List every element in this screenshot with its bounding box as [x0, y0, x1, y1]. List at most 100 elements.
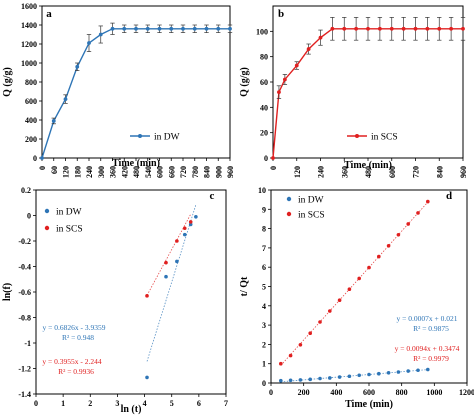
- data-point: [182, 226, 187, 231]
- x-tick-label: 5: [170, 399, 174, 408]
- x-tick-label: 360: [109, 166, 118, 178]
- x-tick-label: 600: [363, 388, 375, 397]
- x-tick-label: 0: [34, 399, 38, 408]
- data-point: [318, 376, 322, 381]
- data-point: [308, 377, 312, 382]
- chart-b-svg: 0 20 40 60 80 100 0 120 240 360 480 600 720 840 960 Tim…: [239, 5, 468, 178]
- x-tick-label: 120: [62, 166, 71, 178]
- x-tick-label: 800: [396, 388, 408, 397]
- data-point: [175, 239, 179, 243]
- y-tick-label: 7: [262, 244, 266, 253]
- data-point: [145, 26, 150, 31]
- x-tick-label: 60: [50, 166, 59, 174]
- trend-r-squared: R² = 0.9979: [413, 354, 449, 363]
- y-tick-label: -1.4: [18, 390, 31, 399]
- x-tick-label: 840: [435, 166, 444, 178]
- data-point: [279, 361, 283, 366]
- legend-marker: [286, 211, 292, 217]
- data-point: [87, 41, 91, 45]
- data-point: [145, 294, 149, 298]
- x-tick-label: 300: [97, 166, 106, 178]
- legend-label: in DW: [298, 196, 324, 206]
- data-point: [318, 35, 323, 40]
- x-tick-label: 2: [88, 399, 92, 408]
- data-point: [228, 26, 232, 31]
- data-point: [377, 254, 381, 259]
- x-tick-label: 1200: [459, 388, 474, 397]
- series-line: [272, 28, 463, 159]
- y-tick-label: 60: [260, 78, 268, 87]
- data-point: [122, 26, 127, 31]
- data-point: [328, 309, 332, 313]
- data-point: [279, 378, 283, 383]
- y-tick-label: 1400: [21, 21, 37, 30]
- y-axis-label: Q (g/g): [2, 67, 13, 97]
- x-tick-label: 6: [197, 399, 201, 408]
- x-tick-label: 200: [298, 388, 310, 397]
- x-tick-label: 240: [85, 166, 94, 178]
- data-point: [449, 26, 454, 31]
- y-tick-label: 3: [262, 321, 266, 330]
- data-point: [51, 119, 56, 123]
- y-tick-label: 40: [260, 103, 268, 112]
- data-point: [145, 375, 149, 380]
- x-axis-label: Time (min): [112, 158, 160, 169]
- data-point: [386, 243, 391, 248]
- x-tick-label: 540: [144, 166, 153, 178]
- data-point: [98, 32, 103, 37]
- y-tick-label: 0: [27, 212, 31, 221]
- data-point: [461, 26, 465, 31]
- y-tick-label: 1200: [21, 40, 37, 49]
- x-tick-label: 780: [191, 166, 200, 178]
- data-point: [188, 220, 193, 224]
- y-tick-label: 1600: [21, 2, 37, 11]
- y-tick-label: -0.8: [18, 314, 31, 323]
- data-point: [337, 375, 342, 379]
- x-tick-label: 4: [143, 399, 147, 408]
- y-tick-label: 8: [262, 225, 266, 234]
- data-point: [298, 342, 303, 347]
- data-point: [416, 368, 420, 373]
- y-tick-label: 0: [33, 154, 37, 163]
- x-tick-label: 180: [73, 166, 82, 178]
- data-point: [354, 26, 359, 31]
- data-point: [425, 26, 430, 31]
- data-point: [110, 26, 115, 31]
- trend-r-squared: R² = 0.948: [62, 333, 94, 342]
- y-tick-label: 100: [256, 27, 268, 36]
- y-tick-label: -0.4: [18, 263, 31, 272]
- data-point: [377, 26, 382, 31]
- y-tick-label: 20: [260, 129, 268, 138]
- x-axis-label: Time (min): [344, 160, 392, 171]
- data-point: [192, 26, 197, 31]
- data-point: [367, 372, 371, 377]
- trendline: [280, 201, 429, 366]
- data-point: [164, 260, 168, 265]
- y-tick-label: 6: [262, 263, 266, 272]
- data-point: [357, 276, 361, 281]
- series-line: [41, 28, 230, 159]
- data-point: [288, 378, 293, 383]
- legend-marker: [138, 134, 142, 138]
- x-axis-label: Time (min): [345, 399, 393, 410]
- x-tick-label: 600: [388, 166, 397, 178]
- data-point: [377, 371, 381, 376]
- y-tick-label: 1000: [21, 59, 37, 68]
- x-tick-label: 480: [132, 166, 141, 178]
- trend-equation: y = 0.0094x + 0.3474: [395, 344, 460, 353]
- data-point: [396, 232, 401, 237]
- x-tick-label: 0: [269, 166, 278, 170]
- data-point: [75, 64, 80, 69]
- data-point: [169, 26, 174, 31]
- data-point: [328, 376, 332, 380]
- data-point: [342, 26, 347, 31]
- trend-equation: y = 0.0007x + 0.021: [397, 314, 458, 323]
- chart-d-svg: 0 1 2 3 4 5 6 7 8 9 10 0 200 400 600 800 1000 1200 Time (m…: [239, 186, 474, 410]
- data-point: [347, 287, 352, 292]
- panel-letter: a: [46, 8, 52, 20]
- chart-b: 0 20 40 60 80 100 0 120 240 360 480 600 720 840 960 Tim…: [237, 0, 474, 185]
- data-point: [413, 26, 418, 31]
- data-point: [416, 211, 420, 215]
- data-point: [426, 367, 430, 372]
- legend-marker: [44, 208, 50, 214]
